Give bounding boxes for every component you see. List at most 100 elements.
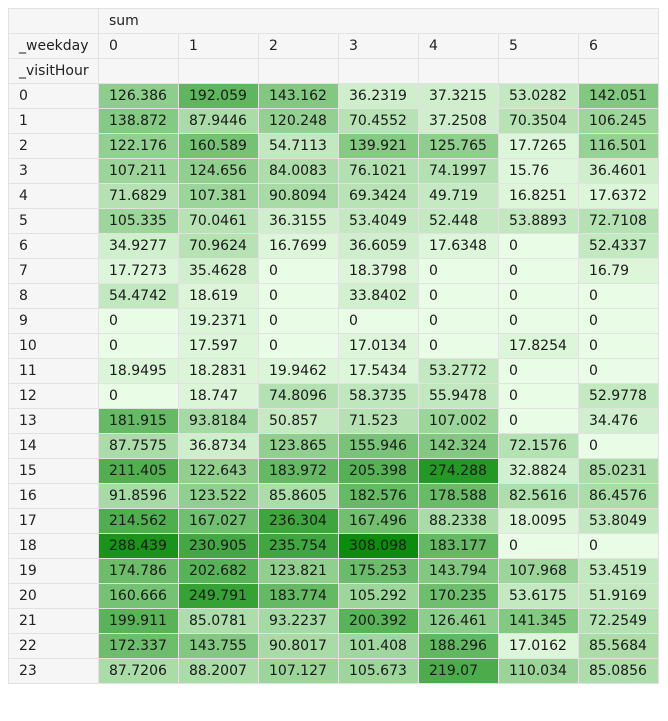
column-header: 0 bbox=[98, 33, 179, 59]
value-cell: 0 bbox=[98, 308, 179, 334]
value-cell: 170.235 bbox=[418, 583, 499, 609]
value-cell: 88.2338 bbox=[418, 508, 499, 534]
table-row: 17 214.562 167.027 236.304 167.496 88.2338 18.… bbox=[8, 508, 659, 534]
table-row: 23 87.7206 88.2007 107.127 105.673 219.07 110.… bbox=[8, 658, 659, 684]
value-cell: 107.127 bbox=[258, 658, 339, 684]
row-header: 15 bbox=[8, 458, 99, 484]
value-cell: 0 bbox=[498, 283, 579, 309]
value-cell: 0 bbox=[498, 233, 579, 259]
value-cell: 126.461 bbox=[418, 608, 499, 634]
row-header: 5 bbox=[8, 208, 99, 234]
value-cell: 93.8184 bbox=[178, 408, 259, 434]
table-row: 10 0 17.597 0 17.0134 0 17.8254 0 bbox=[8, 333, 659, 359]
value-cell: 274.288 bbox=[418, 458, 499, 484]
value-cell: 35.4628 bbox=[178, 258, 259, 284]
value-cell: 249.791 bbox=[178, 583, 259, 609]
value-cell: 90.8017 bbox=[258, 633, 339, 659]
value-cell: 183.972 bbox=[258, 458, 339, 484]
value-cell: 36.4601 bbox=[578, 158, 659, 184]
value-cell: 0 bbox=[578, 283, 659, 309]
value-cell: 52.448 bbox=[418, 208, 499, 234]
value-cell: 53.8893 bbox=[498, 208, 579, 234]
row-header: 8 bbox=[8, 283, 99, 309]
row-header: 4 bbox=[8, 183, 99, 209]
value-cell: 51.9169 bbox=[578, 583, 659, 609]
value-cell: 87.7575 bbox=[98, 433, 179, 459]
row-header: 1 bbox=[8, 108, 99, 134]
value-cell: 52.4337 bbox=[578, 233, 659, 259]
value-cell: 175.253 bbox=[338, 558, 419, 584]
value-cell: 141.345 bbox=[498, 608, 579, 634]
value-cell: 107.968 bbox=[498, 558, 579, 584]
value-cell: 70.3504 bbox=[498, 108, 579, 134]
value-cell: 36.3155 bbox=[258, 208, 339, 234]
value-cell: 0 bbox=[418, 283, 499, 309]
value-cell: 18.747 bbox=[178, 383, 259, 409]
value-cell: 308.098 bbox=[338, 533, 419, 559]
value-cell: 54.7113 bbox=[258, 133, 339, 159]
value-cell: 70.4552 bbox=[338, 108, 419, 134]
column-field-label: _weekday bbox=[8, 33, 99, 59]
value-cell: 0 bbox=[98, 383, 179, 409]
value-cell: 125.765 bbox=[418, 133, 499, 159]
value-cell: 49.719 bbox=[418, 183, 499, 209]
value-cell: 219.07 bbox=[418, 658, 499, 684]
column-header: 6 bbox=[578, 33, 659, 59]
table-row: 3 107.211 124.656 84.0083 76.1021 74.1997 15.7… bbox=[8, 158, 659, 184]
row-header: 14 bbox=[8, 433, 99, 459]
table-row: 12 0 18.747 74.8096 58.3735 55.9478 0 52.9778 bbox=[8, 383, 659, 409]
value-cell: 36.8734 bbox=[178, 433, 259, 459]
value-cell: 17.8254 bbox=[498, 333, 579, 359]
value-cell: 53.0282 bbox=[498, 83, 579, 109]
value-cell: 71.523 bbox=[338, 408, 419, 434]
row-header: 16 bbox=[8, 483, 99, 509]
value-cell: 52.9778 bbox=[578, 383, 659, 409]
value-cell: 58.3735 bbox=[338, 383, 419, 409]
value-cell: 93.2237 bbox=[258, 608, 339, 634]
value-cell: 55.9478 bbox=[418, 383, 499, 409]
value-cell: 235.754 bbox=[258, 533, 339, 559]
value-cell: 0 bbox=[578, 533, 659, 559]
value-cell: 155.946 bbox=[338, 433, 419, 459]
value-cell: 17.6348 bbox=[418, 233, 499, 259]
value-cell: 183.774 bbox=[258, 583, 339, 609]
value-cell: 211.405 bbox=[98, 458, 179, 484]
table-row: 6 34.9277 70.9624 16.7699 36.6059 17.6348 0 52.… bbox=[8, 233, 659, 259]
value-cell: 0 bbox=[498, 308, 579, 334]
value-cell: 50.857 bbox=[258, 408, 339, 434]
column-header: 4 bbox=[418, 33, 499, 59]
value-cell: 138.872 bbox=[98, 108, 179, 134]
value-cell: 85.0856 bbox=[578, 658, 659, 684]
value-cell: 123.865 bbox=[258, 433, 339, 459]
value-cell: 0 bbox=[338, 308, 419, 334]
value-cell: 106.245 bbox=[578, 108, 659, 134]
value-cell: 90.8094 bbox=[258, 183, 339, 209]
value-cell: 200.392 bbox=[338, 608, 419, 634]
table-row: 22 172.337 143.755 90.8017 101.408 188.296 17.… bbox=[8, 633, 659, 659]
table-row: 9 0 19.2371 0 0 0 0 0 bbox=[8, 308, 659, 334]
value-cell: 85.8605 bbox=[258, 483, 339, 509]
value-cell: 91.8596 bbox=[98, 483, 179, 509]
value-cell: 0 bbox=[418, 333, 499, 359]
value-cell: 188.296 bbox=[418, 633, 499, 659]
value-cell: 0 bbox=[498, 533, 579, 559]
value-cell: 32.8824 bbox=[498, 458, 579, 484]
value-cell: 34.9277 bbox=[98, 233, 179, 259]
row-header: 19 bbox=[8, 558, 99, 584]
value-cell: 0 bbox=[258, 308, 339, 334]
column-header: 1 bbox=[178, 33, 259, 59]
value-cell: 17.7265 bbox=[498, 133, 579, 159]
table-row: 2 122.176 160.589 54.7113 139.921 125.765 17.7… bbox=[8, 133, 659, 159]
empty-header-cell bbox=[178, 58, 259, 84]
value-cell: 288.439 bbox=[98, 533, 179, 559]
table-row: 5 105.335 70.0461 36.3155 53.4049 52.448 53.88… bbox=[8, 208, 659, 234]
value-cell: 105.292 bbox=[338, 583, 419, 609]
table-row: 15 211.405 122.643 183.972 205.398 274.288 32.… bbox=[8, 458, 659, 484]
value-cell: 182.576 bbox=[338, 483, 419, 509]
row-header: 9 bbox=[8, 308, 99, 334]
value-cell: 70.9624 bbox=[178, 233, 259, 259]
value-cell: 105.673 bbox=[338, 658, 419, 684]
value-cell: 85.0781 bbox=[178, 608, 259, 634]
